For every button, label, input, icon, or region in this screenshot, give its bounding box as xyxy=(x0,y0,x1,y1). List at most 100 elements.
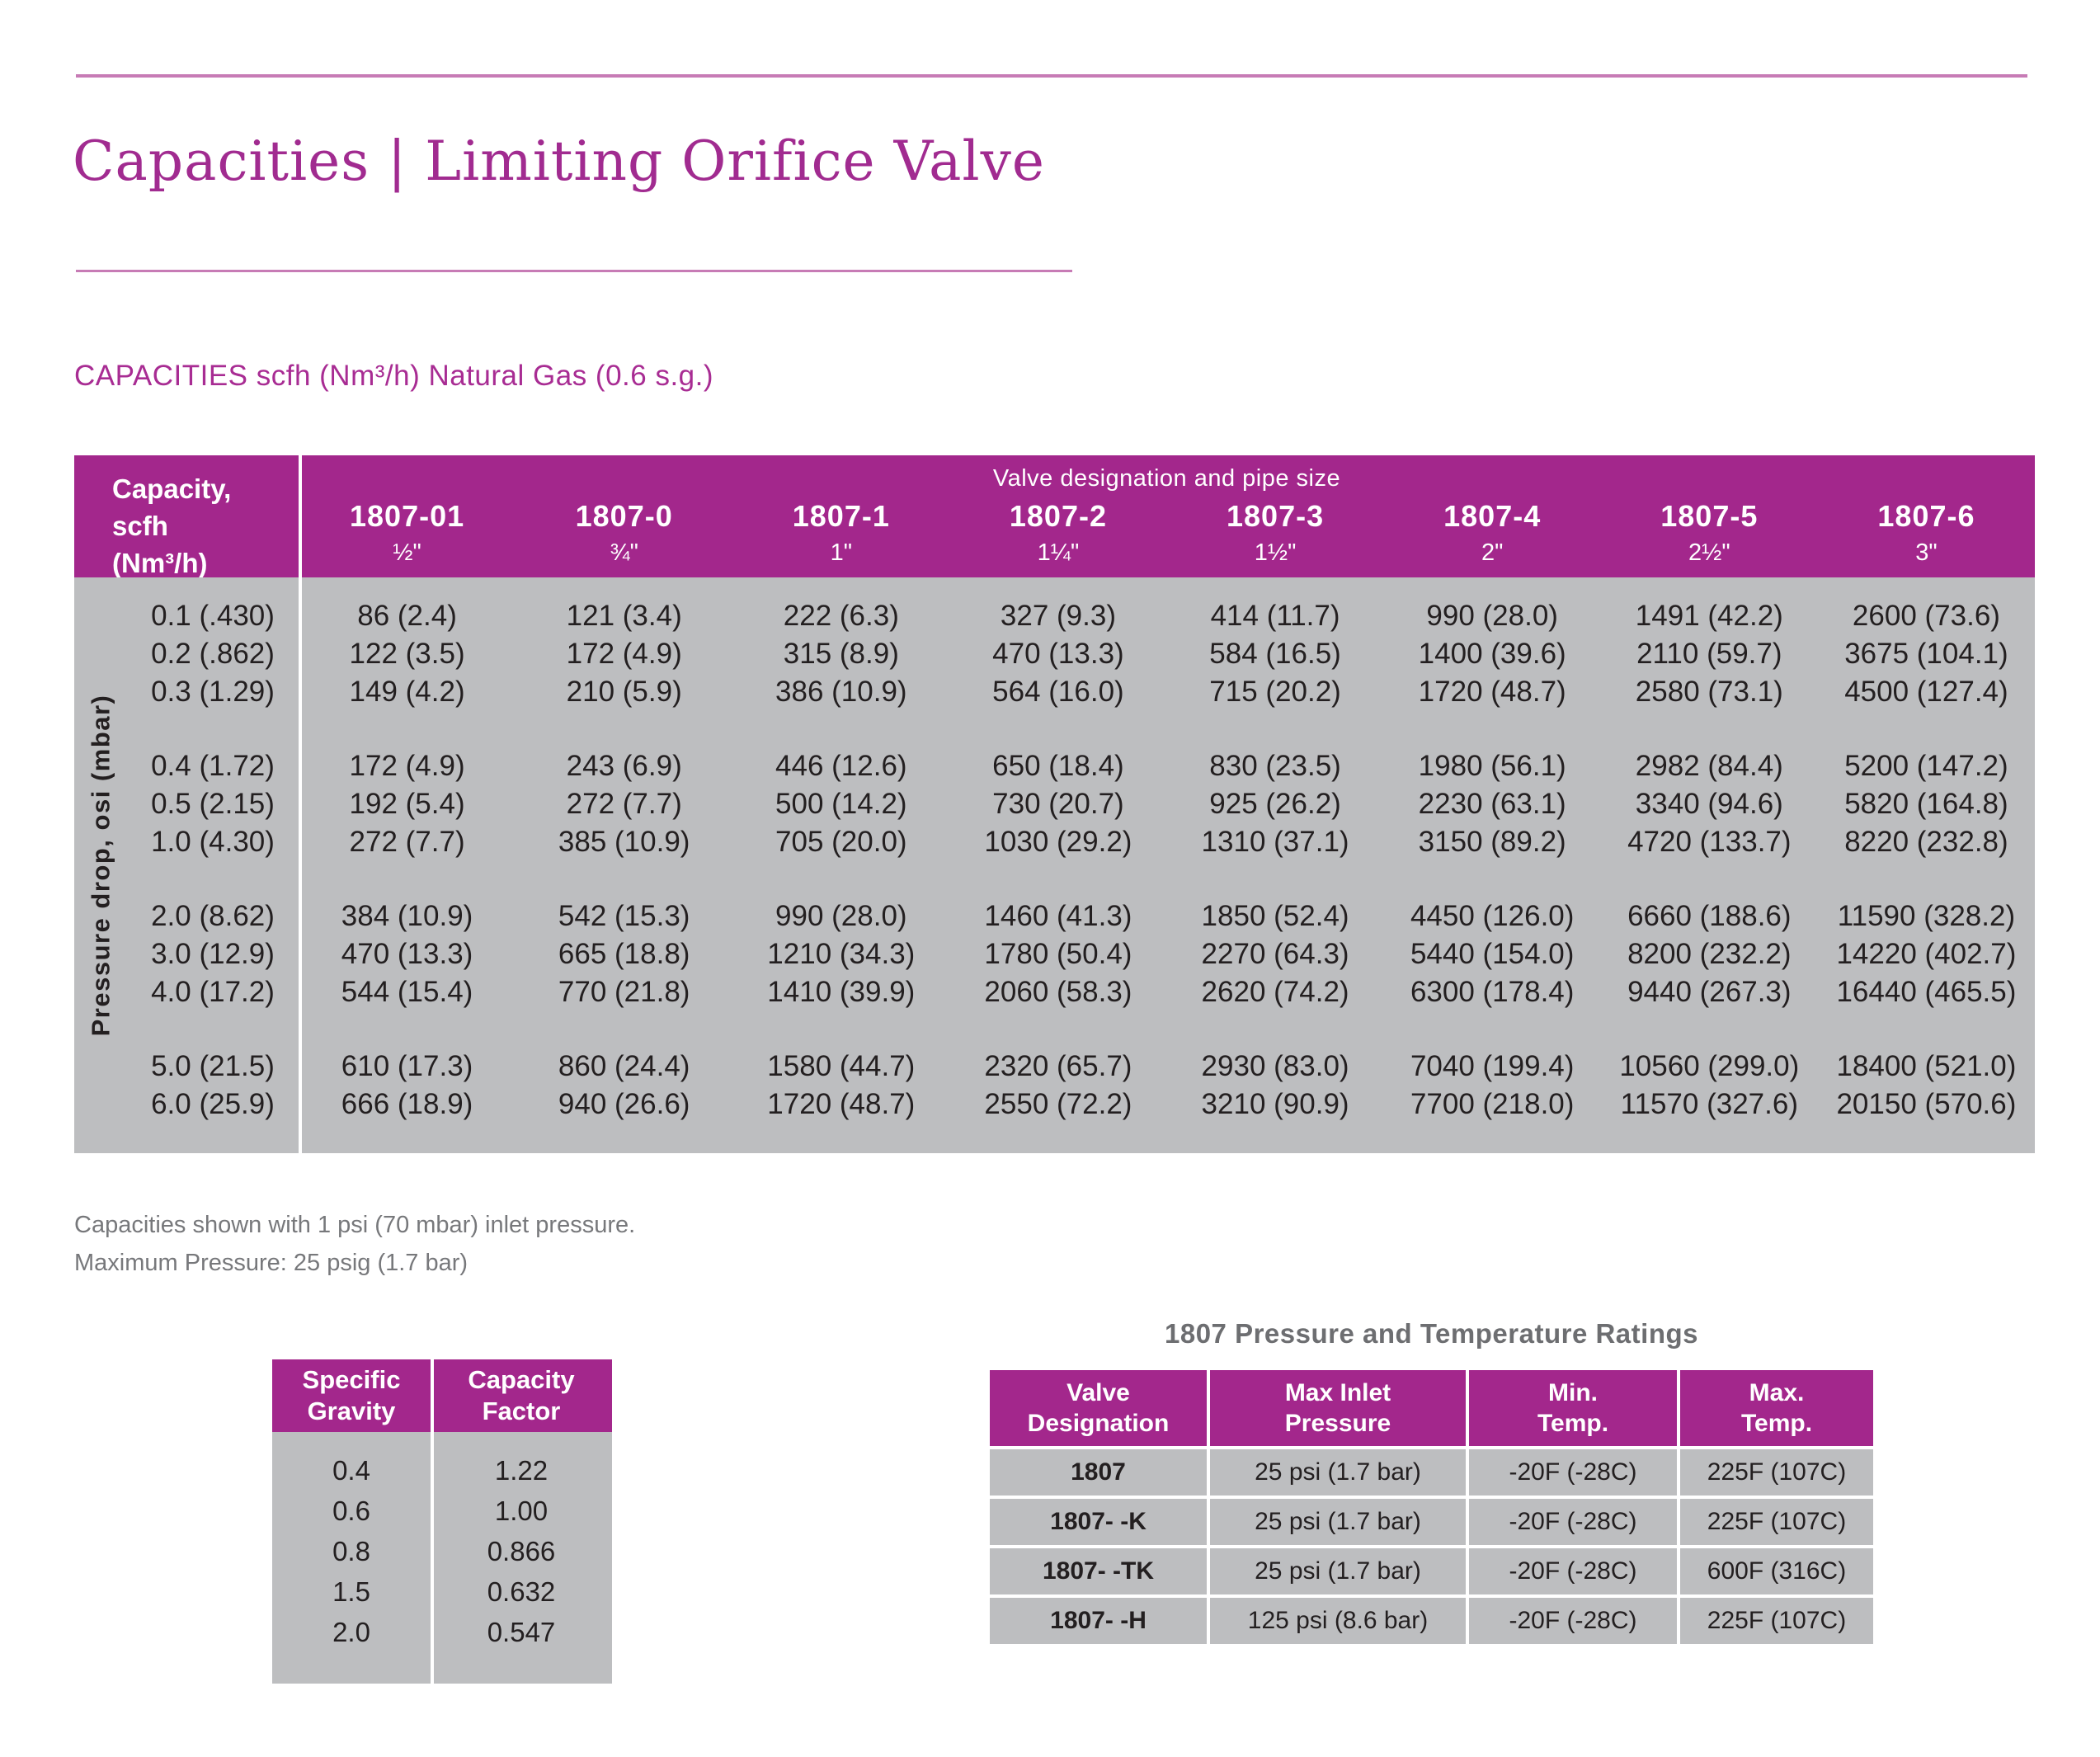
capacity-cell: 1310 (37.1) xyxy=(1201,826,1349,858)
ratings-table: Valve Designation Max Inlet Pressure Min… xyxy=(990,1370,1873,1644)
capacity-row: 4.0 (17.2) 544 (15.4) 770 (21.8) 1410 (39.9… xyxy=(74,973,2035,1011)
specific-gravity-cell: 0.6 xyxy=(332,1496,370,1526)
capacity-cell: 414 (11.7) xyxy=(1210,600,1340,632)
capacity-row: 6.0 (25.9) 666 (18.9) 940 (26.6) 1720 (48.7… xyxy=(74,1086,2035,1123)
specific-gravity-cell: 2.0 xyxy=(332,1617,370,1647)
specific-gravity-body: 0.4 1.22 0.6 1.00 0.8 0.866 1.5 0.632 2.0 0.547 xyxy=(272,1432,612,1684)
capacity-factor-header-cell: Capacity Factor xyxy=(468,1365,575,1425)
valve-designation-cell: 1807- -H xyxy=(990,1598,1207,1644)
corner-header: Capacity, scfh (Nm³/h) xyxy=(74,455,299,582)
footnote-line: Maximum Pressure: 25 psig (1.7 bar) xyxy=(74,1250,468,1276)
valve-designation-cell: 1807- -K xyxy=(990,1499,1207,1545)
capacity-cell: 327 (9.3) xyxy=(1000,600,1116,632)
capacity-cell: 1850 (52.4) xyxy=(1201,900,1349,932)
specific-gravity-table: Specific Gravity Capacity Factor 0.4 1.22… xyxy=(272,1359,612,1684)
capacity-factor-cell: 1.22 xyxy=(494,1455,549,1486)
corner-header-line: Capacity, xyxy=(112,473,232,504)
capacity-cell: 2580 (73.1) xyxy=(1635,676,1783,708)
capacity-cell: 1460 (41.3) xyxy=(984,900,1132,932)
column-pipe-size: 2½" xyxy=(1688,539,1730,566)
capacity-cell: 1491 (42.2) xyxy=(1635,600,1783,632)
rating-cell: -20F (-28C) xyxy=(1469,1499,1677,1545)
capacities-table-header: Capacity, scfh (Nm³/h) Valve designation… xyxy=(74,455,2035,578)
column-designation: 1807-4 xyxy=(1443,499,1542,533)
capacity-cell: 121 (3.4) xyxy=(566,600,682,632)
capacity-cell: 2230 (63.1) xyxy=(1418,788,1566,820)
capacity-cell: 2930 (83.0) xyxy=(1201,1050,1349,1082)
pressure-drop-cell: 5.0 (21.5) xyxy=(151,1050,275,1082)
row-group: 0.1 (.430) 86 (2.4) 121 (3.4) 222 (6.3) 327 … xyxy=(74,597,2035,711)
capacity-cell: 1980 (56.1) xyxy=(1418,750,1566,782)
capacity-cell: 1410 (39.9) xyxy=(767,976,916,1008)
rating-cell: 25 psi (1.7 bar) xyxy=(1210,1449,1466,1496)
capacity-cell: 3340 (94.6) xyxy=(1635,788,1783,820)
designation-header-row: 1807-01 1807-0 1807-1 1807-2 1807-3 1807-4 180… xyxy=(299,498,2035,538)
capacity-cell: 272 (7.7) xyxy=(566,788,682,820)
capacity-cell: 770 (21.8) xyxy=(558,976,690,1008)
gravity-row: 1.5 0.632 xyxy=(272,1571,612,1612)
capacity-cell: 385 (10.9) xyxy=(558,826,690,858)
capacity-cell: 500 (14.2) xyxy=(775,788,907,820)
capacity-row-groups: 0.1 (.430) 86 (2.4) 121 (3.4) 222 (6.3) 327 … xyxy=(74,597,2035,1123)
ratings-header-cell: Min. Temp. xyxy=(1469,1370,1677,1446)
gravity-row: 2.0 0.547 xyxy=(272,1612,612,1652)
capacity-cell: 3675 (104.1) xyxy=(1844,638,2008,670)
pressure-drop-cell: 1.0 (4.30) xyxy=(151,826,275,858)
capacity-cell: 384 (10.9) xyxy=(341,900,473,932)
column-pipe-size: 2" xyxy=(1481,539,1504,566)
capacity-cell: 940 (26.6) xyxy=(558,1088,690,1120)
capacity-cell: 8220 (232.8) xyxy=(1844,826,2008,858)
valve-designation-cell: 1807- -TK xyxy=(990,1548,1207,1594)
capacity-factor-cell: 0.547 xyxy=(487,1617,556,1647)
pressure-drop-cell: 0.1 (.430) xyxy=(151,600,275,632)
rating-cell: -20F (-28C) xyxy=(1469,1449,1677,1496)
capacity-cell: 650 (18.4) xyxy=(992,750,1124,782)
row-group: 2.0 (8.62) 384 (10.9) 542 (15.3) 990 (28.0)… xyxy=(74,897,2035,1011)
capacity-row: 1.0 (4.30) 272 (7.7) 385 (10.9) 705 (20.0) 1… xyxy=(74,823,2035,861)
rating-cell: 25 psi (1.7 bar) xyxy=(1210,1499,1466,1545)
capacity-cell: 172 (4.9) xyxy=(349,750,465,782)
title-underline xyxy=(76,270,1072,272)
column-divider-line xyxy=(299,455,302,1153)
specific-gravity-header: Specific Gravity Capacity Factor xyxy=(272,1359,612,1432)
capacity-cell: 990 (28.0) xyxy=(775,900,907,932)
column-designation: 1807-6 xyxy=(1877,499,1975,533)
capacity-cell: 1580 (44.7) xyxy=(767,1050,916,1082)
capacity-cell: 925 (26.2) xyxy=(1209,788,1341,820)
pressure-drop-cell: 0.5 (2.15) xyxy=(151,788,275,820)
capacity-cell: 11590 (328.2) xyxy=(1837,900,2016,932)
capacity-cell: 2270 (64.3) xyxy=(1201,938,1349,970)
pressure-drop-cell: 3.0 (12.9) xyxy=(151,938,275,970)
capacity-cell: 222 (6.3) xyxy=(783,600,899,632)
capacity-cell: 18400 (521.0) xyxy=(1836,1050,2017,1082)
column-designation: 1807-0 xyxy=(575,499,673,533)
capacity-factor-cell: 0.866 xyxy=(487,1536,556,1566)
capacity-cell: 470 (13.3) xyxy=(992,638,1124,670)
capacity-cell: 2060 (58.3) xyxy=(984,976,1132,1008)
capacity-cell: 4720 (133.7) xyxy=(1627,826,1792,858)
capacities-subtitle: CAPACITIES scfh (Nm³/h) Natural Gas (0.6… xyxy=(74,360,714,392)
capacity-cell: 860 (24.4) xyxy=(558,1050,690,1082)
gravity-row: 0.6 1.00 xyxy=(272,1491,612,1531)
footnotes: Capacities shown with 1 psi (70 mbar) in… xyxy=(74,1206,635,1282)
capacity-cell: 6660 (188.6) xyxy=(1627,900,1792,932)
capacity-cell: 14220 (402.7) xyxy=(1836,938,2017,970)
column-pipe-size: 3" xyxy=(1915,539,1938,566)
page-title: Capacities | Limiting Orifice Valve xyxy=(73,130,1045,193)
capacity-cell: 20150 (570.6) xyxy=(1836,1088,2017,1120)
pressure-drop-cell: 0.3 (1.29) xyxy=(151,676,275,708)
capacity-row: 0.1 (.430) 86 (2.4) 121 (3.4) 222 (6.3) 327 … xyxy=(74,597,2035,635)
rating-cell: -20F (-28C) xyxy=(1469,1598,1677,1644)
capacity-cell: 172 (4.9) xyxy=(566,638,682,670)
capacity-cell: 386 (10.9) xyxy=(775,676,907,708)
capacity-cell: 666 (18.9) xyxy=(341,1088,473,1120)
capacity-cell: 243 (6.9) xyxy=(566,750,682,782)
column-designation: 1807-5 xyxy=(1660,499,1759,533)
capacity-cell: 830 (23.5) xyxy=(1209,750,1341,782)
pressure-drop-cell: 2.0 (8.62) xyxy=(151,900,275,932)
row-group: 5.0 (21.5) 610 (17.3) 860 (24.4) 1580 (44.7… xyxy=(74,1048,2035,1123)
capacity-factor-cell: 1.00 xyxy=(494,1496,549,1526)
capacity-factor-cell: 0.632 xyxy=(487,1576,556,1607)
rating-cell: 25 psi (1.7 bar) xyxy=(1210,1548,1466,1594)
